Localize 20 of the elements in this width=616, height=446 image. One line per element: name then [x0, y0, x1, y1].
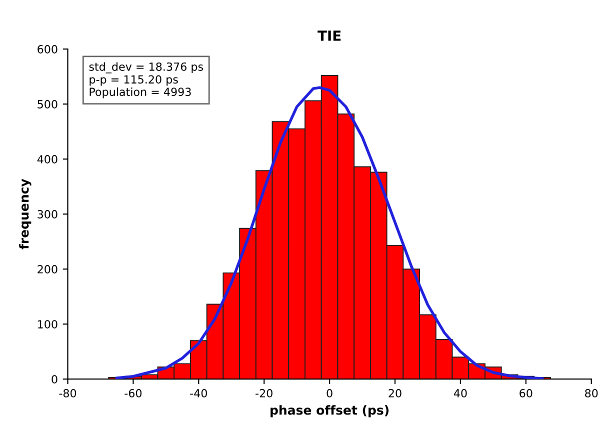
y-tick-label: 200 [38, 265, 58, 274]
x-tick-label: -80 [59, 389, 76, 398]
x-tick-label: 0 [326, 389, 332, 398]
annotation: std_dev = 18.376 ps p-p = 115.20 ps Population = 4993 [89, 62, 204, 98]
y-tick-label: 0 [52, 375, 58, 384]
y-tick-label: 300 [38, 210, 58, 218]
y-tick-label: 600 [38, 45, 58, 54]
x-tick-label: 40 [454, 389, 467, 398]
y-tick-label: 100 [38, 320, 58, 328]
y-axis-title: frequency [19, 178, 32, 250]
x-axis-title: phase offset (ps) [270, 405, 389, 418]
x-tick-label: -20 [256, 389, 272, 398]
x-tick-label: -60 [124, 389, 142, 398]
x-tick-label: 60 [520, 389, 532, 398]
x-tick-label: 20 [388, 389, 402, 398]
x-tick-label: 80 [585, 389, 598, 398]
chart-title: TIE [318, 30, 341, 41]
x-tick-label: -40 [190, 389, 207, 398]
y-tick-label: 500 [38, 100, 58, 108]
y-tick-label: 400 [37, 155, 58, 164]
